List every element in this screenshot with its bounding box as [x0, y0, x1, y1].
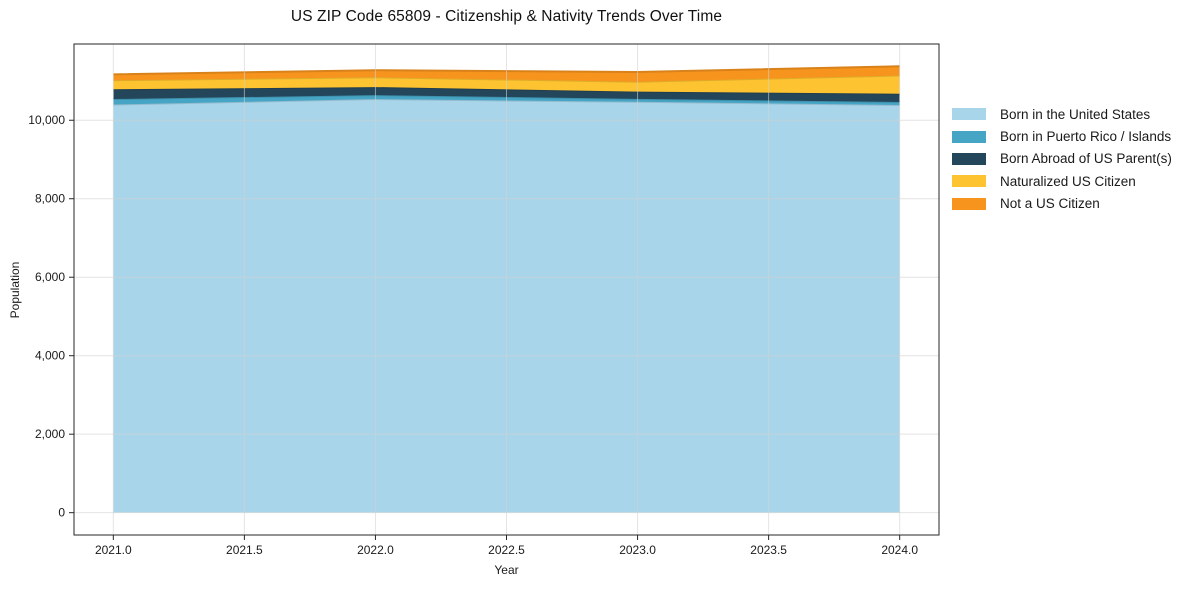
y-tick-label: 4,000: [35, 349, 65, 363]
y-tick-label: 8,000: [35, 192, 65, 206]
legend-swatch-naturalized: [952, 175, 986, 188]
legend-label: Born in Puerto Rico / Islands: [1000, 129, 1172, 145]
x-tick-label: 2024.0: [881, 543, 918, 557]
y-tick-label: 10,000: [28, 113, 65, 127]
legend-label: Not a US Citizen: [1000, 196, 1100, 212]
legend: Born in the United States Born in Puerto…: [952, 103, 1172, 215]
legend-label: Naturalized US Citizen: [1000, 173, 1136, 189]
x-tick-label: 2023.0: [619, 543, 656, 557]
x-axis-label: Year: [494, 563, 519, 577]
legend-item-puerto-rico-islands: Born in Puerto Rico / Islands: [952, 125, 1172, 147]
legend-item-not-citizen: Not a US Citizen: [952, 193, 1172, 215]
y-tick-label: 2,000: [35, 427, 65, 441]
y-tick-label: 0: [58, 506, 65, 520]
legend-swatch-puerto-rico-islands: [952, 130, 986, 143]
x-tick-label: 2022.0: [357, 543, 394, 557]
x-tick-label: 2022.5: [488, 543, 525, 557]
x-tick-label: 2021.5: [226, 543, 263, 557]
legend-item-naturalized: Naturalized US Citizen: [952, 170, 1172, 192]
y-axis-label: Population: [8, 261, 22, 319]
legend-swatch-born-in-us: [952, 108, 986, 121]
chart-title: US ZIP Code 65809 - Citizenship & Nativi…: [290, 8, 723, 25]
legend-label: Born Abroad of US Parent(s): [1000, 151, 1172, 167]
x-tick-label: 2023.5: [750, 543, 787, 557]
x-tick-label: 2021.0: [95, 543, 132, 557]
y-tick-label: 6,000: [35, 270, 65, 284]
legend-swatch-not-citizen: [952, 197, 986, 210]
legend-item-born-in-us: Born in the United States: [952, 103, 1172, 125]
legend-label: Born in the United States: [1000, 106, 1151, 122]
legend-swatch-born-abroad: [952, 152, 986, 165]
legend-item-born-abroad: Born Abroad of US Parent(s): [952, 148, 1172, 170]
